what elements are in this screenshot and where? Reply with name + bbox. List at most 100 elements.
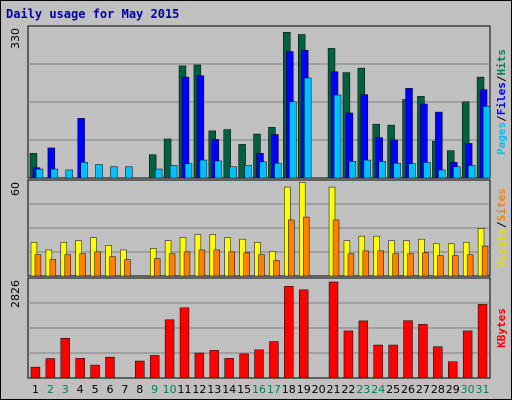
bar-pages-day-28	[438, 169, 446, 179]
panel-1-ymax-label: 330	[9, 28, 22, 49]
bar-sites-day-7	[124, 259, 131, 277]
x-tick-label-24: 24	[371, 383, 385, 396]
bar-kbytes-day-11	[179, 307, 190, 379]
bar-kbytes-day-25	[388, 344, 398, 379]
bar-kbytes-day-9	[149, 355, 160, 379]
bar-pages-day-30	[467, 165, 476, 179]
legend-visits: Visits	[495, 228, 508, 268]
bar-sites-day-11	[183, 251, 191, 277]
x-tick-label-31: 31	[476, 383, 490, 396]
bar-pages-day-18	[289, 101, 297, 179]
bar-sites-day-30	[466, 254, 474, 277]
bar-kbytes-day-6	[105, 356, 115, 379]
x-tick-label-14: 14	[222, 383, 236, 396]
x-tick-label-27: 27	[416, 383, 430, 396]
legend-separator: /	[495, 75, 508, 82]
x-tick-label-2: 2	[47, 383, 54, 396]
bar-sites-day-1	[34, 254, 42, 277]
x-tick-label-11: 11	[177, 383, 191, 396]
bar-kbytes-day-14	[224, 358, 234, 379]
chart-title: Daily usage for May 2015	[6, 7, 180, 21]
bar-kbytes-day-17	[269, 341, 279, 379]
bar-kbytes-day-16	[254, 349, 264, 379]
bar-pages-day-13	[214, 160, 222, 179]
bar-sites-day-14	[228, 251, 235, 277]
legend-separator: /	[495, 221, 508, 228]
legend-separator: /	[495, 115, 508, 122]
legend-files: Files	[495, 82, 508, 115]
x-tick-label-30: 30	[461, 383, 475, 396]
x-tick-label-10: 10	[163, 383, 177, 396]
bar-pages-day-24	[378, 161, 386, 179]
bar-kbytes-day-31	[477, 304, 488, 379]
bar-sites-day-27	[422, 252, 429, 277]
bar-pages-day-4	[80, 162, 88, 179]
bar-kbytes-day-23	[358, 320, 369, 379]
bar-sites-day-5	[94, 251, 101, 277]
x-tick-label-5: 5	[92, 383, 99, 396]
bar-pages-day-12	[199, 159, 208, 179]
bar-pages-day-7	[125, 166, 133, 179]
x-tick-label-25: 25	[386, 383, 400, 396]
bar-pages-day-22	[348, 161, 357, 179]
bar-pages-day-15	[244, 165, 252, 179]
x-tick-label-12: 12	[192, 383, 206, 396]
bar-files-day-11	[181, 76, 190, 179]
bar-sites-day-16	[258, 254, 265, 277]
bar-kbytes-day-26	[403, 320, 413, 379]
bar-kbytes-day-27	[418, 324, 428, 379]
x-tick-label-17: 17	[267, 383, 281, 396]
x-tick-label-16: 16	[252, 383, 266, 396]
bar-sites-day-12	[198, 249, 206, 277]
bar-pages-day-14	[229, 166, 237, 179]
bar-hits-day-15	[238, 144, 246, 179]
bar-hits-day-10	[163, 138, 172, 179]
x-tick-label-15: 15	[237, 383, 251, 396]
bar-sites-day-4	[79, 253, 86, 277]
legend-kbytes: KBytes	[495, 308, 508, 348]
bar-pages-day-29	[453, 166, 461, 179]
bar-pages-day-6	[110, 166, 118, 179]
bar-hits-day-14	[223, 129, 231, 179]
panel-3-ymax-label: 2826	[9, 280, 22, 308]
bar-kbytes-day-15	[239, 353, 249, 379]
bar-hits-day-9	[148, 154, 157, 179]
x-tick-label-28: 28	[431, 383, 445, 396]
bar-pages-day-31	[482, 105, 491, 179]
x-tick-label-26: 26	[401, 383, 415, 396]
bar-kbytes-day-4	[75, 358, 85, 379]
bar-sites-day-2	[49, 259, 57, 277]
bar-sites-day-25	[392, 253, 399, 277]
x-tick-label-22: 22	[341, 383, 355, 396]
x-tick-label-1: 1	[32, 383, 39, 396]
bar-pages-day-1	[35, 168, 44, 179]
x-tick-label-18: 18	[282, 383, 296, 396]
x-tick-label-8: 8	[136, 383, 143, 396]
panel-2-legend: Visits/Sites	[495, 188, 508, 268]
bar-sites-day-9	[153, 258, 161, 277]
bar-kbytes-day-29	[448, 361, 458, 379]
bar-kbytes-day-13	[209, 350, 219, 379]
bar-files-day-28	[435, 111, 443, 179]
bar-sites-day-6	[109, 256, 116, 277]
bar-kbytes-day-5	[90, 364, 100, 379]
bar-sites-day-3	[64, 254, 71, 277]
x-tick-label-20: 20	[312, 383, 326, 396]
bar-sites-day-13	[213, 249, 220, 277]
bar-sites-day-10	[168, 253, 176, 277]
bar-sites-day-26	[407, 253, 414, 277]
bar-kbytes-day-12	[194, 352, 205, 379]
bar-pages-day-19	[304, 77, 312, 179]
bar-kbytes-day-3	[60, 338, 70, 379]
panel-3-legend: KBytes	[495, 308, 508, 348]
x-tick-label-4: 4	[77, 383, 84, 396]
bar-pages-day-23	[363, 159, 372, 179]
bar-pages-day-3	[65, 169, 73, 179]
bar-pages-day-16	[259, 161, 267, 179]
x-tick-label-23: 23	[356, 383, 370, 396]
bar-sites-day-15	[243, 252, 250, 277]
x-tick-label-13: 13	[207, 383, 221, 396]
legend-pages: Pages	[495, 122, 508, 155]
bar-sites-day-19	[303, 216, 310, 277]
